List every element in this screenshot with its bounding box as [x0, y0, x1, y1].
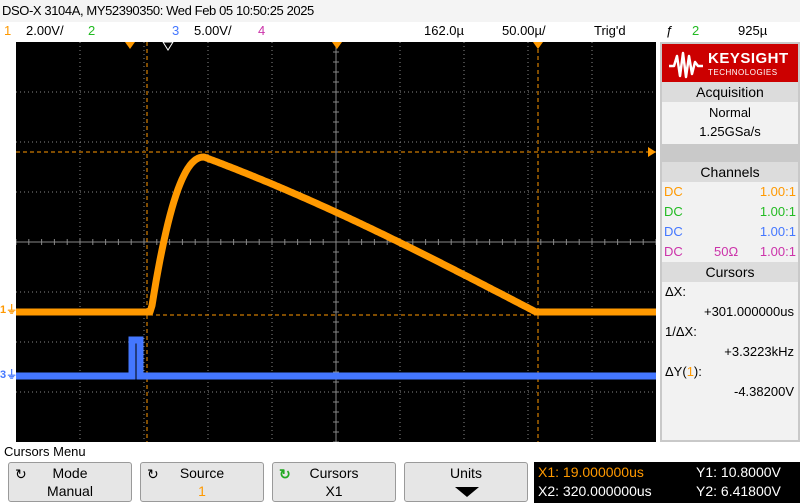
inverse-delta-x-value: +3.3223kHz: [724, 344, 794, 359]
rotate-knob-icon: ↻: [279, 466, 291, 482]
channel-coupling: DC: [664, 244, 683, 259]
channels-section: DC 1.00:1 DC 1.00:1 DC 1.00:1 DC 50Ω 1.0…: [662, 182, 798, 264]
ch3-ground-marker[interactable]: 3⏚: [0, 369, 18, 381]
timebase-scale[interactable]: 50.00µ/: [502, 23, 546, 38]
ch3-scale[interactable]: 5.00V/: [194, 23, 232, 38]
y1-readout: Y1: 10.8000V: [696, 464, 781, 480]
trigger-channel: 2: [692, 23, 700, 38]
inverse-delta-x-label: 1/ΔX:: [665, 324, 697, 339]
ch4-number[interactable]: 4: [258, 23, 266, 38]
submenu-arrow-icon: [455, 487, 479, 497]
sample-rate: 1.25GSa/s: [699, 124, 761, 139]
delta-y-label: ΔY(1):: [665, 362, 800, 382]
ch3-marker-label: 3: [0, 369, 7, 381]
window-title: DSO-X 3104A, MY52390350: Wed Feb 05 10:5…: [2, 3, 314, 18]
channel-row[interactable]: DC 1.00:1: [662, 182, 798, 202]
rotate-knob-icon: ↻: [15, 466, 27, 482]
ch1-scale[interactable]: 2.00V/: [26, 23, 64, 38]
keysight-logo: KEYSIGHT TECHNOLOGIES: [662, 44, 798, 86]
logo-subtitle: TECHNOLOGIES: [708, 68, 778, 77]
source-softkey[interactable]: ↻ Source 1: [140, 462, 264, 502]
center-marker: [332, 42, 342, 49]
softkey-value: Manual: [47, 483, 93, 499]
title-bar: DSO-X 3104A, MY52390350: Wed Feb 05 10:5…: [0, 0, 800, 22]
rising-edge-icon: ƒ: [666, 23, 674, 38]
ch3-number[interactable]: 3: [172, 23, 180, 38]
waveform-display[interactable]: [16, 42, 656, 442]
acquisition-header[interactable]: Acquisition: [662, 82, 798, 102]
acquisition-mode: Normal: [709, 105, 751, 120]
trigger-position-marker: [162, 42, 174, 51]
ch1-marker-label: 1: [0, 304, 7, 316]
cursors-softkey[interactable]: ↻ Cursors X1: [272, 462, 396, 502]
channel-impedance: 50Ω: [714, 244, 739, 259]
trigger-state: Trig'd: [594, 23, 626, 38]
cursors-header[interactable]: Cursors: [662, 262, 798, 282]
delta-y-label-suffix: ):: [693, 364, 702, 379]
softkey-label: Source: [179, 465, 225, 481]
delta-y-value: -4.38200V: [734, 384, 794, 399]
menu-title: Cursors Menu: [4, 444, 86, 459]
ch1-number[interactable]: 1: [4, 23, 12, 38]
rotate-knob-icon: ↻: [147, 466, 159, 482]
channel-coupling: DC: [664, 224, 683, 239]
channel-row[interactable]: DC 50Ω 1.00:1: [662, 242, 798, 262]
delta-x-label: ΔX:: [665, 284, 686, 299]
delta-y-source: 1: [686, 364, 694, 379]
softkey-value: X1: [325, 483, 343, 499]
channels-header[interactable]: Channels: [662, 162, 798, 182]
cursor-x1-marker: [125, 42, 135, 49]
status-bar: 1 2.00V/ 2 3 5.00V/ 4 162.0µ 50.00µ/ Tri…: [0, 22, 800, 42]
softkey-label: Units: [450, 465, 482, 481]
ch1-trace: [16, 153, 656, 316]
channel-row[interactable]: DC 1.00:1: [662, 202, 798, 222]
x1-readout: X1: 19.000000us: [538, 464, 644, 480]
waveform-svg: [16, 42, 656, 442]
cursor-x2-marker: [533, 42, 543, 49]
channel-row[interactable]: DC 1.00:1: [662, 222, 798, 242]
delta-y-label-prefix: ΔY(: [665, 364, 687, 379]
channel-marker-strip: 1⏚ 3⏚: [0, 42, 18, 442]
ch1-ground-marker[interactable]: 1⏚: [0, 304, 18, 316]
channel-probe: 1.00:1: [759, 184, 796, 199]
delta-x-value: +301.000000us: [703, 304, 794, 319]
channel-probe: 1.00:1: [759, 224, 796, 239]
channel-probe: 1.00:1: [759, 204, 796, 219]
channel-coupling: DC: [664, 184, 683, 199]
acquisition-section: Normal 1.25GSa/s: [662, 102, 798, 144]
trigger-level[interactable]: 925µ: [738, 23, 768, 38]
ch3-trace: [16, 336, 656, 380]
cursors-section: ΔX: +301.000000us 1/ΔX: +3.3223kHz ΔY(1)…: [662, 282, 798, 440]
softkey-value: 1: [198, 483, 206, 499]
channel-probe: 1.00:1: [759, 244, 796, 259]
cursor-readout: X1: 19.000000us X2: 320.000000us Y1: 10.…: [534, 462, 800, 503]
trigger-level-marker: [648, 147, 656, 157]
x2-readout: X2: 320.000000us: [538, 483, 652, 499]
softkey-label: Cursors: [309, 465, 359, 481]
info-panel: KEYSIGHT TECHNOLOGIES Acquisition Normal…: [660, 42, 800, 442]
keysight-wave-icon: [669, 51, 703, 79]
timebase-position[interactable]: 162.0µ: [424, 23, 465, 38]
mode-softkey[interactable]: ↻ Mode Manual: [8, 462, 132, 502]
units-softkey[interactable]: Units: [404, 462, 528, 502]
channel-coupling: DC: [664, 204, 683, 219]
softkey-label: Mode: [52, 465, 88, 481]
ch2-number[interactable]: 2: [88, 23, 96, 38]
logo-name: KEYSIGHT: [708, 50, 789, 67]
y2-readout: Y2: 6.41800V: [696, 483, 781, 499]
